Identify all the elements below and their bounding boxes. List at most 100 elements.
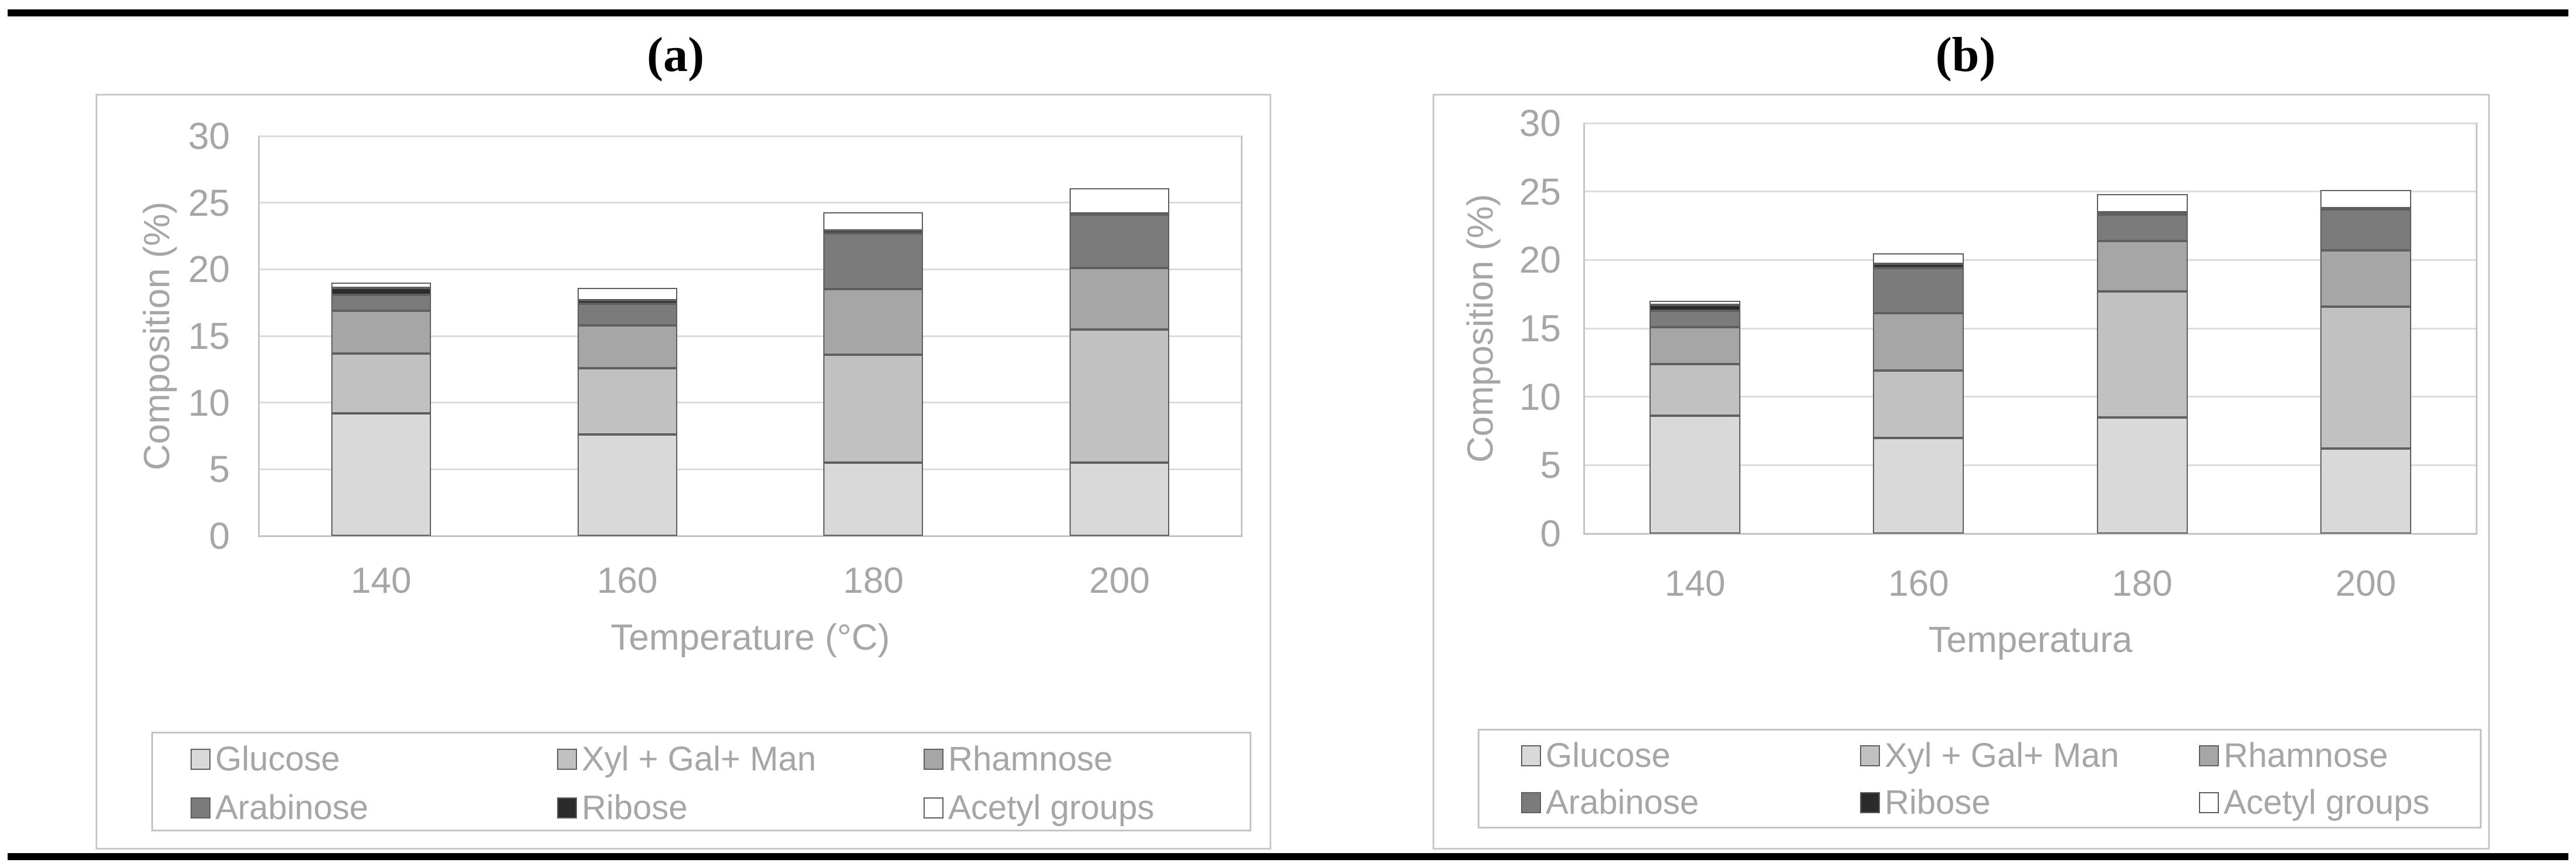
bar-segment-ribose [2320,208,2411,210]
bar-segment-arabinose [2320,209,2411,250]
y-tick-label: 0 [209,515,230,557]
bar-segment-arabinose [331,294,431,311]
x-tick-label: 200 [1089,561,1150,601]
legend-swatch-acetyl-groups [2199,792,2219,813]
bar-segment-ribose [331,288,431,295]
bar-segment-ribose [823,230,924,233]
legend-label: Rhamnose [2224,736,2388,775]
plot-border-left [258,136,260,536]
bar-segment-xyl-gal-man [823,354,924,463]
top-border-rule [8,9,2568,16]
bar-segment-xyl-gal-man [331,353,431,413]
y-gridline [258,335,1243,337]
y-tick-label: 10 [188,381,230,424]
bar-segment-glucose [2320,449,2411,534]
bar-segment-rhamnose [2320,250,2411,307]
legend-label: Ribose [1885,783,1991,821]
bar-segment-acetyl-groups [331,283,431,288]
y-gridline [1583,327,2477,330]
y-tick-label: 15 [188,315,230,357]
y-gridline [1583,122,2477,124]
bar-segment-xyl-gal-man [2096,291,2188,417]
x-axis-title: Temperature (°C) [610,617,890,658]
bar-segment-ribose [1650,305,1741,311]
bar-segment-ribose [1070,213,1170,216]
bar-segment-acetyl-groups [2320,190,2411,208]
bar-segment-glucose [823,462,924,536]
bar-segment-arabinose [823,233,924,290]
bar-segment-xyl-gal-man [2320,306,2411,449]
bar-segment-acetyl-groups [1650,301,1741,305]
y-gridline [1583,259,2477,261]
bar-segment-rhamnose [331,310,431,354]
bar-segment-rhamnose [577,325,677,368]
y-tick-label: 30 [188,115,230,157]
y-tick-label: 10 [1519,375,1561,418]
legend-label: Arabinose [215,789,369,827]
legend-box [151,732,1251,831]
bar-segment-arabinose [2096,215,2188,241]
legend-label: Arabinose [1546,783,1699,821]
legend-swatch-ribose [557,797,577,819]
bar-segment-glucose [1070,462,1170,536]
bar-segment-xyl-gal-man [1873,371,1964,438]
panel-a-title: (a) [647,28,704,82]
bar-segment-rhamnose [823,289,924,355]
y-tick-label: 25 [1519,170,1561,213]
x-tick-label: 160 [1888,563,1949,604]
legend-label: Acetyl groups [2224,783,2430,821]
y-tick-label: 25 [188,181,230,224]
y-gridline [258,268,1243,270]
y-gridline [258,468,1243,470]
x-tick-label: 200 [2335,563,2397,604]
y-tick-label: 15 [1519,307,1561,349]
legend-swatch-rhamnose [2199,745,2219,766]
bar-segment-glucose [331,413,431,536]
y-axis-title: Composition (%) [137,201,178,471]
x-axis-title: Temperatura [1928,620,2133,660]
y-gridline [258,135,1243,137]
y-gridline [1583,464,2477,466]
x-tick-label: 180 [2112,563,2173,604]
bar-segment-arabinose [577,304,677,325]
bottom-border-rule [8,853,2568,860]
y-gridline [258,402,1243,404]
x-axis-line [1583,532,2477,535]
legend-swatch-glucose [191,749,211,770]
legend-label: Glucose [215,740,340,778]
bar-segment-rhamnose [1650,327,1741,364]
legend-swatch-arabinose [1521,792,1541,813]
bar-segment-xyl-gal-man [577,368,677,435]
panel-b-title: (b) [1935,28,1996,82]
bar-segment-xyl-gal-man [1070,329,1170,463]
legend-swatch-xyl-gal-man [557,749,577,770]
bar-segment-arabinose [1873,268,1964,314]
plot-border-right [2476,123,2477,534]
legend-swatch-acetyl-groups [924,797,943,819]
y-gridline [1583,396,2477,398]
legend-swatch-arabinose [191,797,211,819]
bar-segment-glucose [1873,437,1964,534]
y-tick-label: 0 [1540,512,1561,555]
legend-box [1478,729,2482,828]
plot-border-left [1583,123,1585,534]
bar-segment-rhamnose [1873,313,1964,371]
y-tick-label: 5 [209,448,230,491]
x-tick-label: 140 [1664,563,1726,604]
y-gridline [1583,191,2477,193]
legend-label: Ribose [582,789,688,827]
y-tick-label: 20 [188,248,230,291]
legend-label: Glucose [1546,736,1671,775]
y-tick-label: 5 [1540,444,1561,487]
bar-segment-acetyl-groups [1070,188,1170,213]
x-tick-label: 180 [843,561,904,601]
legend-label: Xyl + Gal+ Man [582,740,816,778]
bar-segment-glucose [577,434,677,536]
legend-swatch-xyl-gal-man [1860,745,1880,766]
bar-segment-arabinose [1070,215,1170,269]
y-tick-label: 20 [1519,239,1561,281]
bar-segment-glucose [2096,417,2188,534]
legend-swatch-ribose [1860,792,1880,813]
y-gridline [258,202,1243,204]
